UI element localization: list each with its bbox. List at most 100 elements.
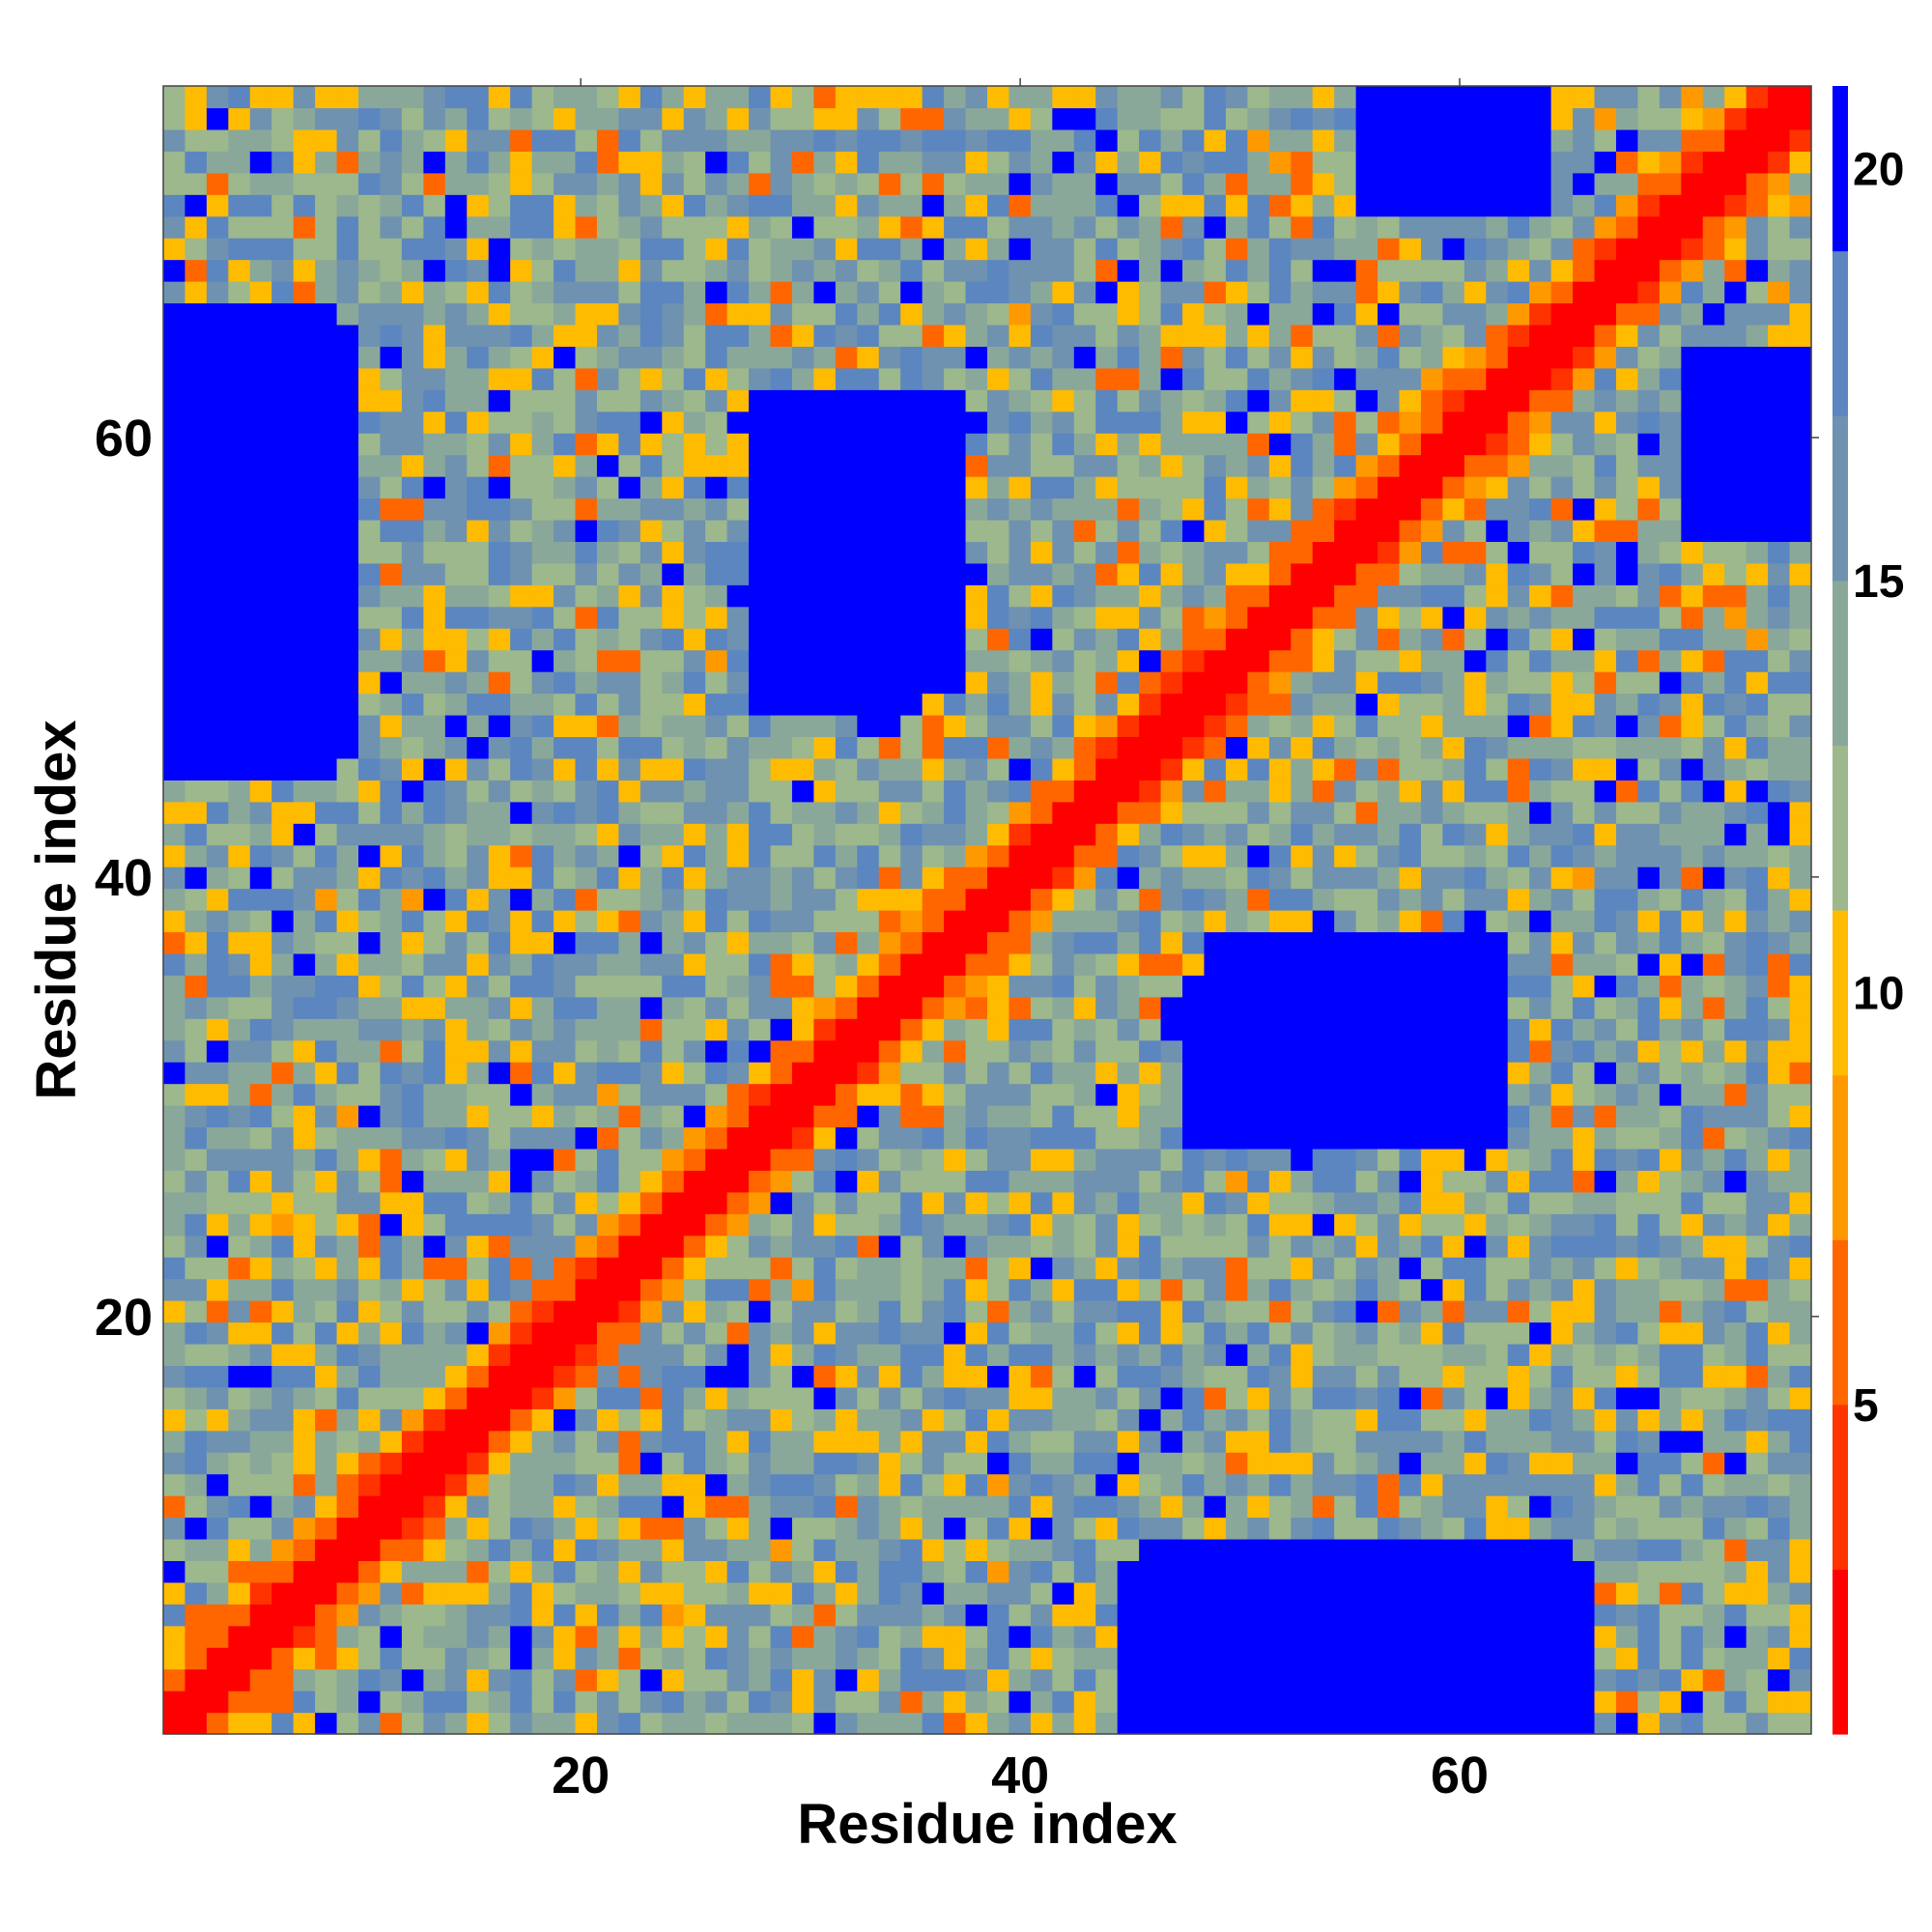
heatmap-cell bbox=[922, 389, 945, 412]
heatmap-cell bbox=[271, 1235, 295, 1258]
heatmap-cell bbox=[554, 1365, 577, 1388]
heatmap-cell bbox=[922, 1495, 945, 1519]
heatmap-cell bbox=[683, 671, 706, 695]
heatmap-cell bbox=[857, 823, 880, 846]
heatmap-cell bbox=[1420, 215, 1443, 239]
heatmap-cell bbox=[1573, 1560, 1596, 1583]
heatmap-cell bbox=[835, 1452, 858, 1475]
heatmap-cell bbox=[249, 1083, 272, 1106]
heatmap-cell bbox=[1073, 1105, 1096, 1128]
heatmap-cell bbox=[510, 128, 533, 152]
heatmap-cell bbox=[618, 367, 641, 390]
heatmap-cell bbox=[987, 780, 1010, 803]
heatmap-cell bbox=[336, 1191, 359, 1214]
heatmap-cell bbox=[1009, 1039, 1032, 1063]
heatmap-cell bbox=[1334, 281, 1357, 304]
heatmap-cell bbox=[1009, 259, 1032, 282]
heatmap-cell bbox=[510, 584, 533, 608]
heatmap-cell bbox=[639, 519, 663, 542]
heatmap-cell bbox=[791, 952, 815, 976]
heatmap-cell bbox=[423, 1408, 446, 1432]
heatmap-cell bbox=[1139, 215, 1162, 239]
heatmap-cell bbox=[554, 1581, 577, 1605]
heatmap-cell bbox=[401, 1213, 424, 1236]
heatmap-cell bbox=[1204, 975, 1227, 998]
heatmap-cell bbox=[1442, 238, 1465, 261]
heatmap-cell bbox=[749, 606, 772, 629]
heatmap-cell bbox=[1442, 1191, 1465, 1214]
heatmap-cell bbox=[467, 1581, 490, 1605]
heatmap-cell bbox=[900, 128, 923, 152]
heatmap-cell bbox=[401, 194, 424, 217]
heatmap-cell bbox=[1009, 757, 1032, 781]
heatmap-cell bbox=[163, 1408, 186, 1432]
heatmap-cell bbox=[1030, 1560, 1053, 1583]
heatmap-cell bbox=[554, 324, 577, 347]
heatmap-cell bbox=[271, 172, 295, 195]
heatmap-cell bbox=[206, 107, 229, 130]
heatmap-cell bbox=[1268, 411, 1292, 434]
heatmap-cell bbox=[1442, 302, 1465, 326]
heatmap-cell bbox=[1182, 888, 1206, 911]
heatmap-cell bbox=[1182, 910, 1206, 933]
heatmap-cell bbox=[1225, 1062, 1248, 1085]
heatmap-cell bbox=[1529, 1625, 1552, 1648]
heatmap-cell bbox=[1420, 454, 1443, 477]
heatmap-cell bbox=[249, 302, 272, 326]
heatmap-cell bbox=[1507, 172, 1530, 195]
heatmap-cell bbox=[228, 844, 251, 867]
heatmap-cell bbox=[163, 952, 186, 976]
heatmap-cell bbox=[380, 1495, 403, 1519]
heatmap-cell bbox=[1573, 1625, 1596, 1648]
heatmap-cell bbox=[380, 1105, 403, 1128]
heatmap-cell bbox=[835, 433, 858, 456]
heatmap-cell bbox=[1442, 780, 1465, 803]
heatmap-cell bbox=[575, 107, 598, 130]
heatmap-cell bbox=[1095, 497, 1119, 521]
heatmap-cell bbox=[1225, 1213, 1248, 1236]
heatmap-cell bbox=[1378, 324, 1401, 347]
heatmap-cell bbox=[531, 649, 554, 672]
heatmap-cell bbox=[596, 736, 619, 759]
heatmap-cell bbox=[444, 1191, 468, 1214]
heatmap-cell bbox=[1312, 1365, 1335, 1388]
heatmap-cell bbox=[249, 910, 272, 933]
heatmap-cell bbox=[531, 952, 554, 976]
heatmap-cell bbox=[336, 411, 359, 434]
heatmap-cell bbox=[662, 519, 685, 542]
heatmap-cell bbox=[185, 367, 208, 390]
heatmap-cell bbox=[1334, 1604, 1357, 1627]
heatmap-cell bbox=[791, 1625, 815, 1648]
heatmap-cell bbox=[1529, 1170, 1552, 1193]
heatmap-cell bbox=[1117, 1408, 1140, 1432]
heatmap-cell bbox=[1334, 1105, 1357, 1128]
heatmap-cell bbox=[1573, 519, 1596, 542]
heatmap-cell bbox=[1204, 910, 1227, 933]
heatmap-cell bbox=[900, 736, 923, 759]
heatmap-cell bbox=[857, 931, 880, 954]
heatmap-cell bbox=[444, 888, 468, 911]
heatmap-cell bbox=[293, 606, 316, 629]
heatmap-cell bbox=[401, 497, 424, 521]
heatmap-cell bbox=[575, 1148, 598, 1171]
heatmap-cell bbox=[293, 1062, 316, 1085]
heatmap-cell bbox=[813, 931, 837, 954]
heatmap-cell bbox=[185, 996, 208, 1019]
heatmap-cell bbox=[380, 1517, 403, 1540]
heatmap-cell bbox=[401, 128, 424, 152]
heatmap-cell bbox=[1204, 1408, 1227, 1432]
heatmap-cell bbox=[1529, 194, 1552, 217]
heatmap-cell bbox=[1139, 1517, 1162, 1540]
heatmap-cell bbox=[618, 238, 641, 261]
heatmap-cell bbox=[228, 128, 251, 152]
heatmap-cell bbox=[726, 324, 750, 347]
heatmap-cell bbox=[1247, 952, 1270, 976]
heatmap-cell bbox=[944, 194, 967, 217]
heatmap-cell bbox=[1073, 1690, 1096, 1714]
heatmap-cell bbox=[1268, 693, 1292, 716]
heatmap-cell bbox=[1529, 649, 1552, 672]
heatmap-cell bbox=[488, 1018, 511, 1041]
heatmap-cell bbox=[1095, 172, 1119, 195]
heatmap-cell bbox=[1420, 1062, 1443, 1085]
heatmap-cell bbox=[358, 736, 382, 759]
